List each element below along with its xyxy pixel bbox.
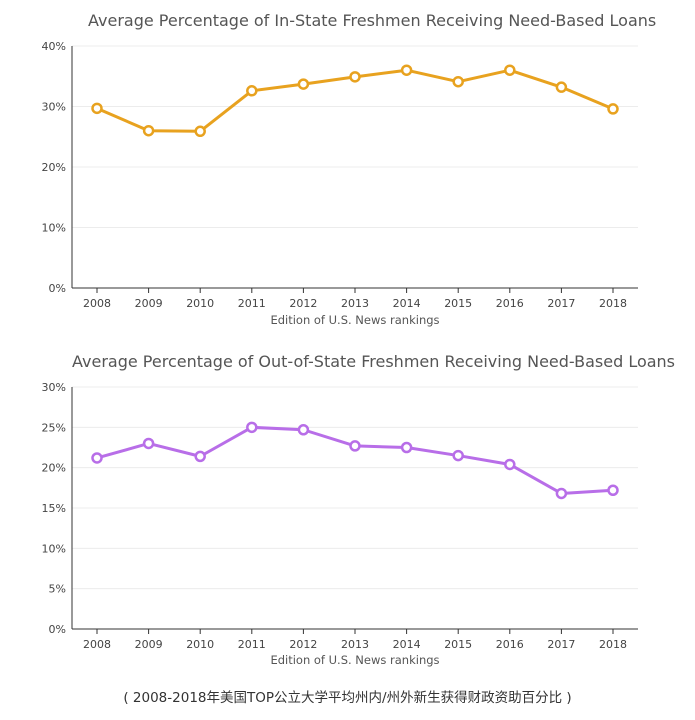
- out-of-state-y-tick-label: 5%: [49, 583, 66, 596]
- in-state-data-point: [504, 64, 516, 76]
- in-state-data-point: [297, 78, 310, 90]
- in-state-x-tick-label: 2016: [496, 297, 524, 310]
- out-of-state-x-tick-label: 2014: [393, 638, 421, 651]
- in-state-data-point: [349, 71, 361, 83]
- in-state-y-tick-label: 10%: [42, 222, 66, 235]
- out-of-state-x-tick-label: 2013: [341, 638, 369, 651]
- in-state-x-tick-label: 2014: [393, 297, 421, 310]
- in-state-chart-svg: Average Percentage of In-State Freshmen …: [42, 11, 657, 327]
- out-of-state-x-tick-label: 2010: [186, 638, 214, 651]
- in-state-y-tick-label: 40%: [42, 40, 66, 53]
- out-of-state-data-point: [607, 484, 619, 497]
- in-state-data-point: [452, 75, 464, 88]
- out-of-state-x-tick-label: 2017: [547, 638, 575, 651]
- in-state-loans-chart: Average Percentage of In-State Freshmen …: [0, 0, 695, 338]
- in-state-x-tick-label: 2017: [547, 297, 575, 310]
- out-of-state-data-point: [400, 441, 413, 454]
- in-state-x-tick-label: 2013: [341, 297, 369, 310]
- in-state-x-tick-label: 2008: [83, 297, 111, 310]
- figure-caption: ( 2008-2018年美国TOP公立大学平均州内/州外新生获得财政资助百分比 …: [123, 690, 572, 706]
- in-state-data-point: [194, 125, 206, 138]
- in-state-x-tick-label: 2018: [599, 297, 627, 310]
- out-of-state-y-tick-label: 15%: [42, 502, 66, 515]
- in-state-chart-title: Average Percentage of In-State Freshmen …: [88, 11, 656, 30]
- out-of-state-y-tick-label: 10%: [42, 542, 66, 555]
- in-state-y-tick-label: 0%: [49, 282, 66, 295]
- out-of-state-data-point: [142, 437, 155, 450]
- in-state-x-tick-label: 2010: [186, 297, 214, 310]
- in-state-x-tick-label: 2012: [289, 297, 317, 310]
- out-of-state-loans-chart: Average Percentage of Out-of-State Fresh…: [0, 340, 695, 670]
- out-of-state-series-line: [96, 425, 614, 495]
- out-of-state-y-tick-label: 30%: [42, 381, 66, 394]
- out-of-state-x-tick-label: 2011: [238, 638, 266, 651]
- out-of-state-data-point: [555, 487, 568, 500]
- out-of-state-data-point: [504, 458, 516, 471]
- in-state-x-axis-label: Edition of U.S. News rankings: [270, 313, 439, 327]
- out-of-state-x-tick-label: 2012: [289, 638, 317, 651]
- in-state-data-point: [91, 102, 103, 115]
- out-of-state-data-point: [246, 421, 258, 434]
- out-of-state-chart-svg: Average Percentage of Out-of-State Fresh…: [42, 352, 675, 667]
- in-state-y-tick-label: 20%: [42, 161, 66, 174]
- in-state-data-point: [142, 124, 155, 137]
- in-state-data-point: [607, 103, 619, 115]
- out-of-state-x-axis-label: Edition of U.S. News rankings: [270, 653, 439, 667]
- out-of-state-data-point: [194, 450, 206, 463]
- in-state-x-tick-label: 2015: [444, 297, 472, 310]
- out-of-state-x-tick-label: 2016: [496, 638, 524, 651]
- out-of-state-x-tick-label: 2009: [135, 638, 163, 651]
- out-of-state-chart-title: Average Percentage of Out-of-State Fresh…: [72, 352, 675, 371]
- out-of-state-data-point: [452, 449, 464, 462]
- in-state-data-point: [400, 64, 413, 76]
- out-of-state-x-tick-label: 2015: [444, 638, 472, 651]
- in-state-data-point: [555, 81, 568, 93]
- out-of-state-data-point: [349, 440, 361, 452]
- in-state-x-tick-label: 2011: [238, 297, 266, 310]
- in-state-x-tick-label: 2009: [135, 297, 163, 310]
- out-of-state-x-tick-label: 2008: [83, 638, 111, 651]
- out-of-state-data-point: [91, 452, 103, 464]
- in-state-y-tick-label: 30%: [42, 101, 66, 114]
- out-of-state-y-tick-label: 25%: [42, 421, 66, 434]
- out-of-state-x-tick-label: 2018: [599, 638, 627, 651]
- out-of-state-data-point: [297, 424, 310, 436]
- out-of-state-y-tick-label: 0%: [49, 623, 66, 636]
- in-state-data-point: [246, 85, 258, 97]
- out-of-state-y-tick-label: 20%: [42, 462, 66, 475]
